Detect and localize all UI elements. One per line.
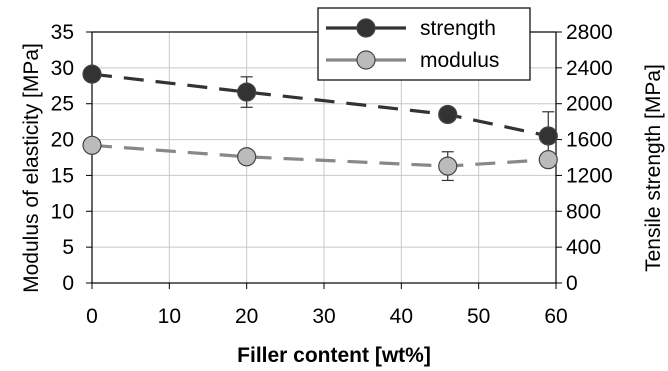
data-markers	[82, 64, 558, 176]
x-axis-title: Filler content [wt%]	[237, 344, 431, 367]
y-left-tick-label: 20	[51, 129, 74, 152]
y-right-tick-label: 1600	[566, 129, 613, 152]
y-left-axis-title: Modulus of elasticity [MPa]	[20, 43, 43, 293]
y-right-tick-label: 1200	[566, 164, 613, 187]
legend: strength modulus	[317, 7, 531, 81]
data-point-modulus	[237, 147, 257, 167]
legend-marker-modulus	[356, 50, 376, 70]
data-point-strength	[237, 82, 257, 102]
y-right-axis-title: Tensile strength [MPa]	[642, 64, 665, 272]
y-right-tick-label: 800	[566, 200, 601, 223]
x-tick-label: 60	[544, 305, 567, 328]
series-line-strength	[91, 72, 549, 138]
y-right-tick-label: 0	[566, 272, 578, 295]
data-point-strength	[538, 126, 558, 146]
data-point-modulus	[82, 135, 102, 155]
y-left-tick-label: 10	[51, 200, 74, 223]
y-left-tick-label: 5	[62, 236, 74, 259]
y-left-tick-label: 15	[51, 164, 74, 187]
legend-box	[317, 7, 531, 81]
x-tick-label: 50	[467, 305, 490, 328]
data-point-strength	[438, 104, 458, 125]
legend-label-modulus: modulus	[420, 49, 499, 72]
legend-label-strength: strength	[420, 17, 496, 40]
data-point-strength	[82, 64, 102, 84]
y-right-tick-label: 2000	[566, 93, 613, 116]
y-left-tick-label: 0	[62, 272, 74, 295]
x-tick-label: 20	[235, 305, 258, 328]
tick-labels: 0 10 20 30 40 50 60 0 5 10 15 20 25 30 35 0 400 800 1200 16…	[51, 21, 613, 328]
x-tick-label: 10	[158, 305, 181, 328]
data-point-modulus	[538, 150, 558, 170]
y-right-tick-label: 2800	[566, 21, 613, 44]
legend-marker-strength	[356, 18, 376, 38]
data-point-modulus	[438, 156, 458, 176]
y-left-tick-label: 35	[51, 21, 74, 44]
series-lines	[91, 72, 549, 168]
y-left-tick-label: 30	[51, 57, 74, 80]
x-tick-label: 0	[86, 305, 98, 328]
x-tick-label: 30	[312, 305, 335, 328]
y-left-tick-label: 25	[51, 93, 74, 116]
y-right-tick-label: 400	[566, 236, 601, 259]
y-right-tick-label: 2400	[566, 57, 613, 80]
series-line-modulus	[91, 143, 549, 168]
x-tick-label: 40	[390, 305, 413, 328]
